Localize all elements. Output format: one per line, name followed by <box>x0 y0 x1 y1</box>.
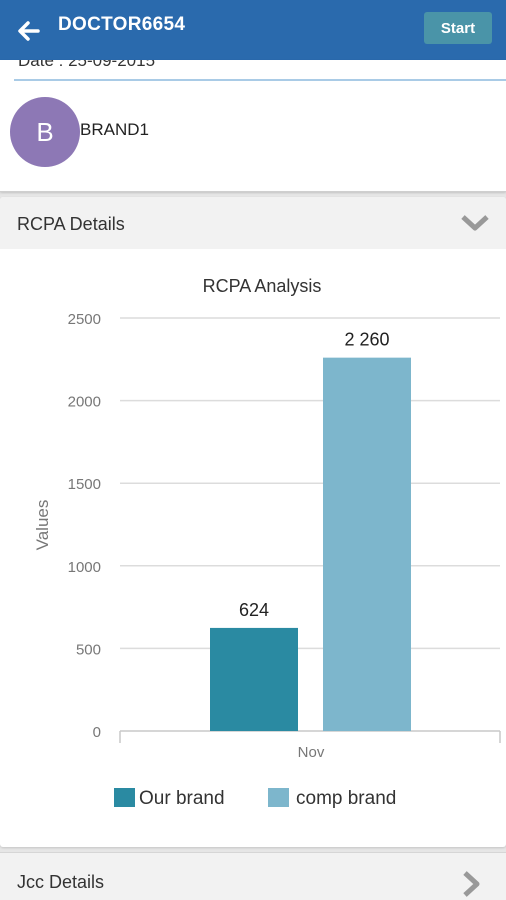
y-tick-label: 2500 <box>68 311 101 328</box>
legend-swatch <box>114 788 135 807</box>
x-tick-label: Nov <box>298 744 325 761</box>
visit-date: Date : 25-09-2015 <box>18 60 156 70</box>
y-axis-label: Values <box>33 500 52 551</box>
page-title: DOCTOR6654 <box>58 14 186 35</box>
legend-label[interactable]: Our brand <box>139 788 225 809</box>
back-arrow-icon[interactable] <box>14 16 44 46</box>
rcpa-section-header[interactable]: RCPA Details <box>0 197 506 249</box>
rcpa-section-title: RCPA Details <box>17 214 125 234</box>
y-tick-label: 2000 <box>68 394 101 411</box>
bar-value-label: 2 260 <box>344 330 389 350</box>
y-tick-label: 1000 <box>68 559 101 576</box>
jcc-section-header[interactable]: Jcc Details <box>0 852 506 900</box>
chevron-down-icon[interactable] <box>460 213 490 233</box>
divider <box>14 79 506 81</box>
legend-swatch <box>268 788 289 807</box>
legend-label[interactable]: comp brand <box>296 788 396 809</box>
jcc-section-title: Jcc Details <box>17 872 105 892</box>
bar-value-label: 624 <box>239 600 269 620</box>
bar-our-brand[interactable] <box>210 627 298 731</box>
app-header: DOCTOR6654 Start <box>0 0 506 60</box>
avatar-initial: B <box>36 116 54 147</box>
bar-comp-brand[interactable] <box>323 357 411 731</box>
y-tick-label: 0 <box>93 724 101 741</box>
rcpa-chart: RCPA Analysis Values 0 500 1000 1500 2000 250… <box>33 276 501 809</box>
chevron-right-icon[interactable] <box>460 869 482 899</box>
visit-card: Date : 25-09-2015 B BRAND1 <box>0 60 506 192</box>
brand-avatar: B <box>10 97 80 167</box>
brand-name: BRAND1 <box>80 120 149 139</box>
rcpa-panel: RCPA Details RCPA Analysis Values 0 500 10… <box>0 197 506 847</box>
y-tick-label: 500 <box>76 641 101 658</box>
start-button[interactable]: Start <box>424 12 492 44</box>
y-tick-label: 1500 <box>68 476 101 493</box>
chart-title: RCPA Analysis <box>203 276 322 296</box>
